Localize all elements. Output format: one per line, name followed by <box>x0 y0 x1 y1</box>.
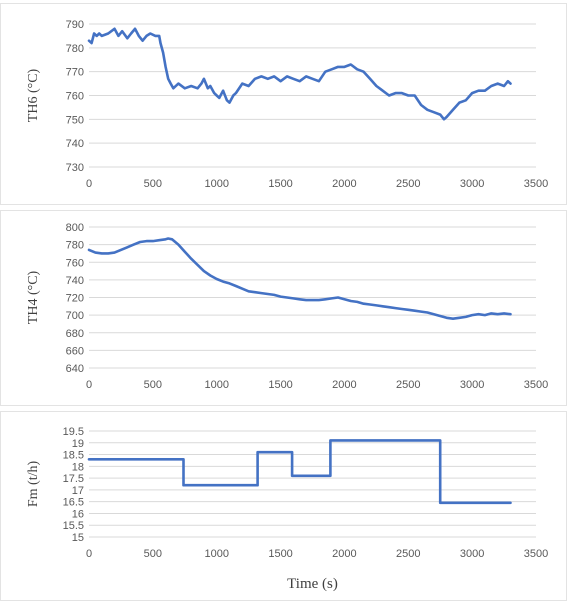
y-tick-label: 16 <box>72 508 84 520</box>
x-tick-label: 1000 <box>204 548 228 560</box>
y-tick-label: 740 <box>66 275 84 287</box>
y-axis-label: Fm (t/h) <box>26 461 41 508</box>
x-tick-label: 3000 <box>460 178 484 190</box>
y-tick-label: 16.5 <box>63 497 84 509</box>
x-tick-label: 1500 <box>268 178 292 190</box>
y-tick-label: 780 <box>66 43 84 55</box>
x-tick-label: 2000 <box>332 178 356 190</box>
y-tick-label: 15 <box>72 532 84 544</box>
y-tick-label: 770 <box>66 67 84 79</box>
y-tick-label: 19 <box>72 438 84 450</box>
series-line <box>87 439 512 505</box>
y-tick-label: 790 <box>66 19 84 31</box>
x-tick-label: 1000 <box>204 178 228 190</box>
th6-chart: 730 740 750 760 770 780 790 0 500 1000 1500 2000 250… <box>26 19 548 190</box>
y-axis-label: TH6 (°C) <box>26 68 41 122</box>
y-tick-label: 660 <box>66 345 84 357</box>
y-tick-label: 15.5 <box>63 520 84 532</box>
th4-chart-panel: 640 660 680 700 720 740 760 780 800 0 500 1000 1500 2… <box>0 210 567 406</box>
y-tick-label: 720 <box>66 293 84 305</box>
x-tick-label: 3500 <box>524 379 548 391</box>
series-line <box>87 27 512 121</box>
y-tick-label: 740 <box>66 138 84 150</box>
x-tick-label: 1500 <box>268 548 292 560</box>
x-tick-label: 500 <box>144 379 162 391</box>
x-tick-label: 2500 <box>396 178 420 190</box>
x-tick-label: 3000 <box>460 379 484 391</box>
y-tick-label: 18 <box>72 461 84 473</box>
y-tick-label: 17.5 <box>63 473 84 485</box>
x-axis-label: Time (s) <box>287 576 338 592</box>
x-tick-label: 3500 <box>524 548 548 560</box>
y-tick-label: 780 <box>66 240 84 252</box>
y-tick-label: 800 <box>66 222 84 234</box>
x-tick-label: 2500 <box>396 548 420 560</box>
y-tick-label: 18.5 <box>63 450 84 462</box>
y-tick-label: 19.5 <box>63 426 84 438</box>
x-tick-label: 2000 <box>332 379 356 391</box>
y-tick-label: 680 <box>66 328 84 340</box>
y-tick-label: 760 <box>66 91 84 103</box>
x-tick-label: 500 <box>144 178 162 190</box>
x-tick-label: 0 <box>86 178 92 190</box>
x-tick-label: 3500 <box>524 178 548 190</box>
y-tick-label: 730 <box>66 162 84 174</box>
fm-chart-panel: 15 15.5 16 16.5 17 17.5 18 18.5 19 19.5 0 500 1000 15… <box>0 411 567 601</box>
x-tick-label: 1000 <box>204 379 228 391</box>
x-tick-label: 0 <box>86 548 92 560</box>
series-line <box>87 237 512 320</box>
x-tick-label: 2000 <box>332 548 356 560</box>
x-tick-label: 3000 <box>460 548 484 560</box>
y-tick-label: 17 <box>72 485 84 497</box>
x-tick-label: 500 <box>144 548 162 560</box>
y-tick-label: 760 <box>66 257 84 269</box>
y-tick-label: 640 <box>66 363 84 375</box>
x-tick-label: 2500 <box>396 379 420 391</box>
th6-chart-panel: 730 740 750 760 770 780 790 0 500 1000 1500 2000 250… <box>0 3 567 205</box>
y-tick-label: 750 <box>66 114 84 126</box>
y-axis-label: TH4 (°C) <box>26 270 41 324</box>
x-tick-label: 0 <box>86 379 92 391</box>
x-tick-label: 1500 <box>268 379 292 391</box>
y-tick-label: 700 <box>66 310 84 322</box>
th4-chart: 640 660 680 700 720 740 760 780 800 0 500 1000 1500 2… <box>26 222 548 391</box>
